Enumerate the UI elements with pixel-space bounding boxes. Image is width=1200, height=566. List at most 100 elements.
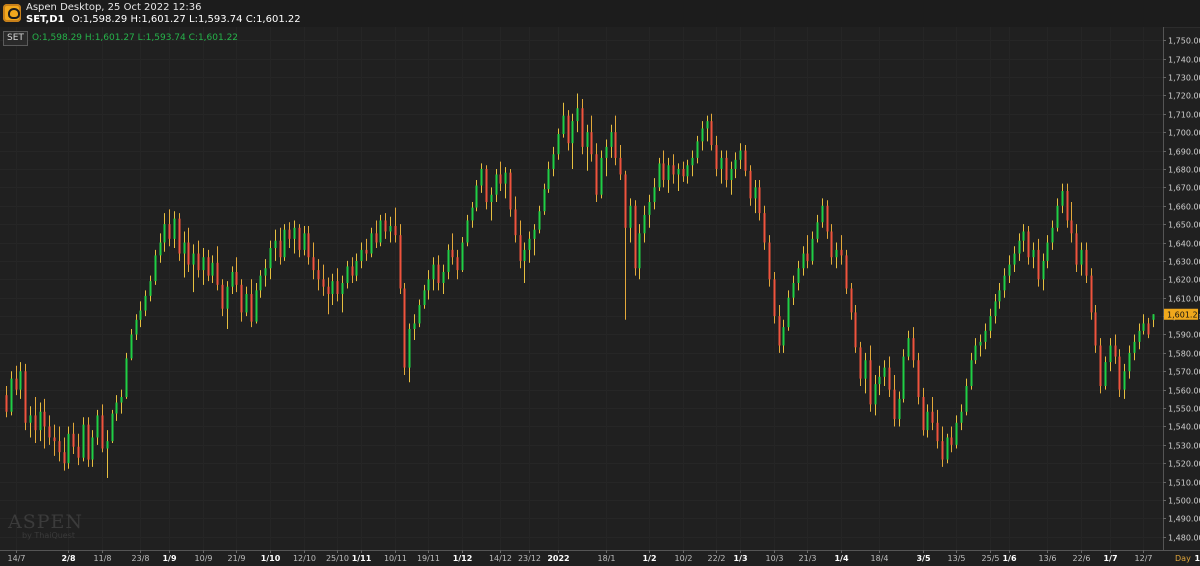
candle-body (144, 295, 147, 311)
time-tick-label: 1/4 (834, 554, 848, 563)
last-price-label: 1,601.22 (1167, 310, 1200, 319)
candle-body (389, 225, 392, 232)
candle-body (706, 121, 709, 129)
candle-body (576, 108, 579, 122)
candle-body (984, 330, 987, 342)
candle-body (456, 257, 459, 271)
time-tick-label: 23/8 (132, 554, 150, 563)
candle-body (1109, 345, 1112, 363)
candle-body (1147, 323, 1150, 335)
candle-body (523, 249, 526, 261)
candle-body (1118, 356, 1121, 390)
candle-body (39, 411, 42, 431)
candle-body (120, 397, 123, 403)
candle-body (322, 279, 325, 287)
candle-body (787, 297, 790, 328)
candle-body (423, 290, 426, 306)
ohlc-readout: O:1,598.29 H:1,601.27 L:1,593.74 C:1,601… (71, 14, 301, 25)
candle-body (245, 294, 248, 313)
candle-body (677, 168, 680, 175)
candle-body (101, 415, 104, 449)
time-tick-label: 1/7 (1103, 554, 1117, 563)
candle-body (1037, 249, 1040, 280)
candle-body (331, 281, 334, 295)
candle-body (283, 229, 286, 258)
candle-body (854, 312, 857, 348)
candle-body (317, 270, 320, 280)
candle-body (279, 240, 282, 258)
candle-body (1075, 233, 1078, 265)
candle-body (163, 224, 166, 243)
chart-area[interactable]: 1,480.00 1,490.00 1,500.00 1,510.00 1,520.00… (0, 27, 1200, 566)
candle-body (63, 452, 66, 464)
price-axis[interactable]: 1,480.00 1,490.00 1,500.00 1,510.00 1,520.00… (1163, 37, 1200, 543)
candle-body (480, 168, 483, 186)
candle-body (581, 108, 584, 147)
price-tick-label: 1,720.00 (1168, 92, 1200, 101)
candle-body (19, 371, 22, 390)
time-tick-label: 23/12 (518, 554, 541, 563)
candle-body (960, 411, 963, 423)
price-tick-label: 1,670.00 (1168, 184, 1200, 193)
time-tick-label: 1/8 (1194, 554, 1200, 563)
price-tick-label: 1,700.00 (1168, 129, 1200, 138)
candle-body (303, 233, 306, 250)
candle-body (490, 194, 493, 203)
candle-body (168, 224, 171, 239)
candle-body (509, 172, 512, 210)
candle-body (701, 128, 704, 142)
price-tick-label: 1,490.00 (1168, 515, 1200, 524)
time-tick-label: 12/7 (1135, 554, 1153, 563)
time-tick-label: 21/3 (799, 554, 817, 563)
candle-body (111, 413, 114, 442)
candle-body (528, 238, 531, 250)
candles-group (5, 93, 1155, 478)
candle-body (1051, 227, 1054, 243)
candle-body (821, 205, 824, 223)
candle-body (557, 134, 560, 155)
price-tick-label: 1,530.00 (1168, 442, 1200, 451)
candle-body (418, 305, 421, 324)
candle-body (749, 170, 752, 199)
candle-body (394, 225, 397, 236)
price-tick-label: 1,520.00 (1168, 460, 1200, 469)
candle-body (658, 163, 661, 188)
candle-body (1032, 249, 1035, 258)
candle-body (365, 249, 368, 254)
candle-body (1152, 314, 1155, 320)
time-axis[interactable]: 14/7 2/8 11/8 23/8 1/9 10/9 21/9 1/10 12/10 25/10… (8, 550, 1200, 563)
candle-body (1056, 205, 1059, 228)
candle-body (207, 257, 210, 276)
candle-body (994, 301, 997, 317)
price-tick-label: 1,740.00 (1168, 56, 1200, 65)
candle-body (1046, 242, 1049, 261)
candle-body (763, 213, 766, 243)
candle-body (10, 378, 13, 412)
price-tick-label: 1,640.00 (1168, 240, 1200, 249)
time-tick-label: 1/10 (261, 554, 281, 563)
candle-body (240, 284, 243, 313)
candle-body (360, 249, 363, 261)
candlestick-chart[interactable]: 1,480.00 1,490.00 1,500.00 1,510.00 1,520.00… (0, 27, 1200, 566)
candle-body (734, 159, 737, 169)
symbol-badge[interactable]: SET (3, 31, 28, 46)
candle-body (192, 253, 195, 265)
candle-body (974, 345, 977, 361)
candle-body (989, 316, 992, 331)
candle-body (197, 253, 200, 271)
candle-body (998, 290, 1001, 302)
candle-body (77, 446, 80, 458)
candle-body (538, 211, 541, 230)
candle-body (1042, 260, 1045, 280)
time-tick-label: 10/3 (766, 554, 784, 563)
candle-body (782, 327, 785, 346)
time-tick-label: 22/2 (708, 554, 726, 563)
candle-body (816, 222, 819, 239)
candle-body (5, 395, 8, 412)
price-tick-label: 1,570.00 (1168, 368, 1200, 377)
time-tick-label: 2/8 (61, 554, 75, 563)
candle-body (48, 426, 51, 438)
candle-body (485, 168, 488, 203)
candle-body (34, 415, 37, 431)
candle-body (375, 233, 378, 243)
